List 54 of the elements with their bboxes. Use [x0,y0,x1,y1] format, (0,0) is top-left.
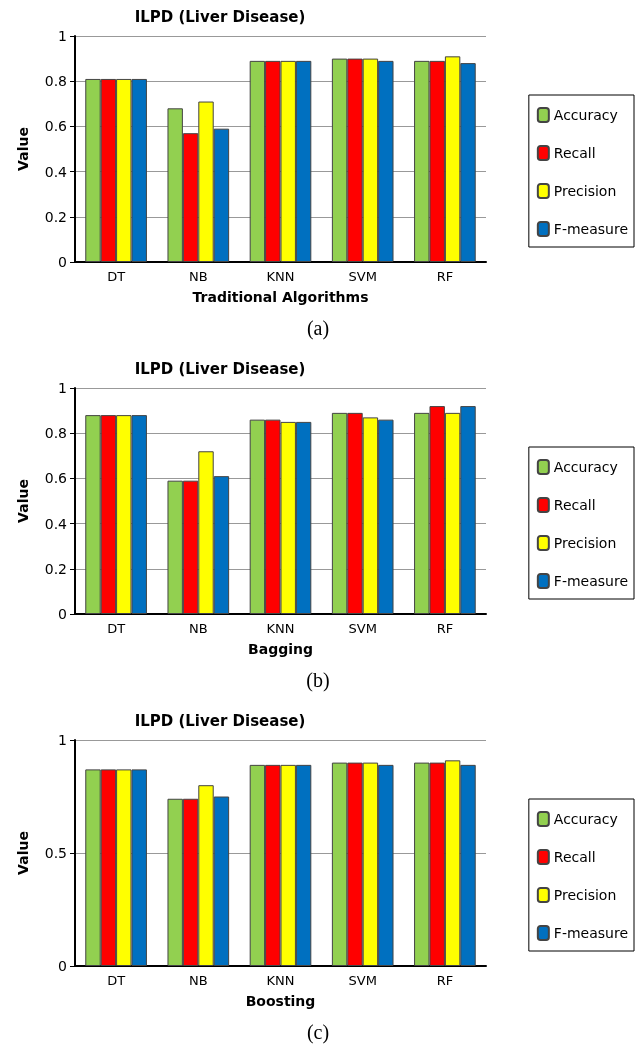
x-tick-label: RF [436,621,454,636]
legend-label: Accuracy [553,107,618,123]
legend-label: F-measure [553,573,629,589]
text: (c) [306,1021,330,1044]
x-tick-label: KNN [266,269,295,284]
legend-label: Accuracy [553,811,618,827]
y-tick-label: 0.8 [44,425,67,442]
x-axis-title: Traditional Algorithms [192,289,369,305]
y-tick-label: 0.8 [44,73,67,90]
legend-label: Recall [553,497,596,513]
legend-label: F-measure [553,925,629,941]
text: (a) [306,317,330,340]
y-tick-label: 0 [58,606,67,622]
y-axis-title: Value [15,479,31,523]
legend-label: F-measure [553,221,629,237]
y-tick-label: 1 [58,380,67,396]
y-tick-label: 1 [58,732,67,748]
y-tick-label: 0.4 [44,515,68,532]
x-tick-label: DT [107,973,126,988]
x-tick-label: NB [188,269,208,284]
chart-title: ILPD (Liver Disease) [134,7,306,26]
x-tick-label: NB [188,621,208,636]
y-tick-label: 0 [58,254,67,270]
y-axis-title: Value [15,127,31,171]
legend-label: Recall [553,849,596,865]
y-tick-label: 0.2 [44,560,67,577]
x-tick-label: RF [436,269,454,284]
x-tick-label: KNN [266,621,295,636]
legend-label: Accuracy [553,459,618,475]
x-tick-label: SVM [348,973,377,988]
x-tick-label: SVM [348,621,377,636]
y-tick-label: 0.2 [44,208,67,225]
x-tick-label: DT [107,621,126,636]
y-tick-label: 0.5 [44,845,67,861]
chart-title: ILPD (Liver Disease) [134,711,306,730]
x-tick-label: SVM [348,269,377,284]
x-tick-label: DT [107,269,126,284]
y-tick-label: 0.6 [44,118,68,135]
text: (b) [306,669,330,692]
y-axis-title: Value [15,831,31,875]
chart-title: ILPD (Liver Disease) [134,359,306,378]
y-tick-label: 0.6 [44,470,68,487]
x-axis-title: Boosting [245,993,316,1009]
x-tick-label: KNN [266,973,295,988]
x-axis-title: Bagging [248,641,313,657]
legend-label: Recall [553,145,596,161]
y-tick-label: 0.4 [44,163,68,180]
y-tick-label: 0 [58,958,67,974]
legend-label: Precision [553,183,617,199]
legend-label: Precision [553,535,617,551]
x-tick-label: RF [436,973,454,988]
legend-label: Precision [553,887,617,903]
y-tick-label: 1 [58,28,67,44]
x-tick-label: NB [188,973,208,988]
